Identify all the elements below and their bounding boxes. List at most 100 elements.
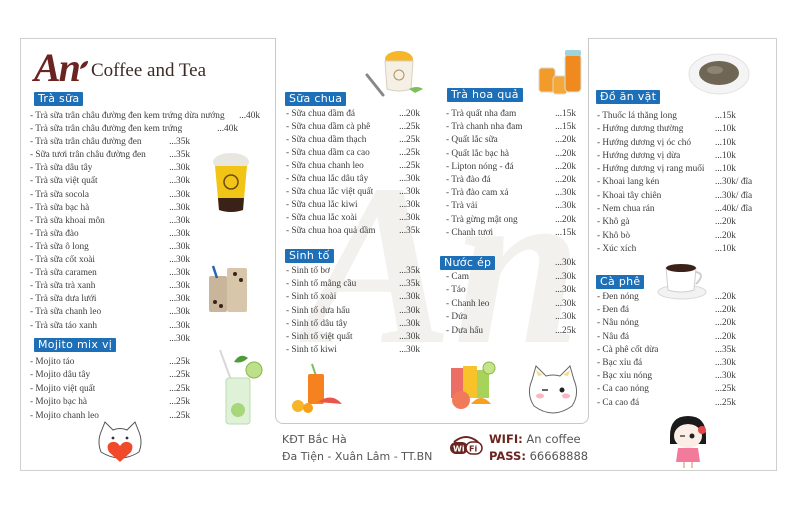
pass-line: PASS: 66668888: [489, 448, 588, 465]
menu-item: - Sữa chua lắc việt quất ...30k: [286, 187, 420, 197]
menu-item: - Trà đào đá ...20k: [446, 175, 576, 186]
menu-item: - Chanh leo ...30k: [446, 298, 576, 309]
brand-name: Coffee and Tea: [90, 60, 207, 81]
wifi-info: WIFI: An coffee PASS: 66668888: [489, 431, 588, 465]
heading-mojito: Mojito mix vị: [34, 338, 117, 352]
menu-item: - Trà sữa táo xanh ...30k: [30, 320, 190, 331]
svg-text:Fi: Fi: [469, 445, 477, 454]
winking-cat-icon: [528, 365, 578, 414]
menu-item: - Quất lắc sữa ...20k: [446, 135, 576, 146]
menu-item: - Mojito táo ...25k: [30, 357, 190, 367]
menu-item: - Sữa chua lắc dâu tây ...30k: [286, 174, 420, 184]
menu-item: - Mojito chanh leo ...25k: [30, 410, 190, 421]
menu-item: - Sinh tố xoài ...30k: [286, 292, 420, 303]
menu-item: - Sữa tươi trân châu đường đen ...35k: [30, 150, 190, 161]
pass-label: PASS:: [489, 449, 526, 463]
heading-tra-hoa-qua: Trà hoa quả: [447, 88, 523, 102]
brand-logo: An Coffee and Tea: [34, 45, 207, 90]
list-sua-chua: - Sữa chua dầm đá ...20k - Sữa chua dầm c…: [286, 108, 420, 238]
menu-item: - Hướng dương vị rang muối ...10k: [597, 164, 736, 175]
address-line-1: KĐT Bắc Hà: [282, 433, 347, 446]
menu-item: - Sữa chua dầm thạch ...25k: [286, 135, 420, 145]
coffee-cup-icon: [657, 264, 707, 300]
leaf-icon: [79, 61, 88, 69]
wifi-icon: Wi Fi: [450, 436, 483, 455]
menu-item: - Mojito bạc hà ...25k: [30, 397, 190, 408]
menu-item: ...30k: [169, 333, 190, 344]
menu-item: - Sữa chua dầm đá ...20k: [286, 109, 420, 119]
menu-item: - Trà sữa chanh leo ...30k: [30, 307, 190, 318]
menu-item: - Trà sữa việt quất ...30k: [30, 176, 190, 187]
menu-item: - Khô bò ...20k: [597, 230, 736, 241]
address-line-2: Đa Tiện - Xuân Lâm - TT.BN: [282, 450, 433, 463]
heading-sua-chua: Sữa chua: [285, 92, 347, 106]
heading-do-an-vat: Đồ ăn vặt: [596, 90, 661, 104]
menu-item: - Sữa chua chanh leo ...25k: [286, 161, 420, 171]
menu-item: - Sinh tố bơ ...35k: [286, 266, 420, 276]
menu-item: - Quất lắc bạc hà ...20k: [446, 148, 576, 159]
smoothie-glass-icon: [292, 363, 342, 413]
wifi-label: WIFI:: [489, 432, 523, 446]
menu-item: - Khô gà ...20k: [597, 217, 736, 228]
menu-item: - Sinh tố dưa hấu ...30k: [286, 305, 420, 316]
yogurt-cup-icon: [365, 51, 423, 97]
menu-item: - Trà vải ...30k: [446, 201, 576, 212]
wifi-line: WIFI: An coffee: [489, 431, 588, 448]
menu-item: - Trà sữa khoai môn ...30k: [30, 215, 190, 226]
menu-item: - Ca cao đá ...25k: [597, 397, 736, 408]
menu-item: - Sữa chua lắc xoài ...30k: [286, 213, 420, 223]
menu-item: - Khoai tây chiên ...30k/ đĩa: [597, 190, 753, 201]
menu-item: - Hướng dương thường ...10k: [597, 124, 736, 135]
heading-tra-sua: Trà sữa: [34, 92, 84, 106]
menu-item: - Bạc xỉu nóng ...30k: [597, 371, 736, 382]
menu-item: - Nâu nóng ...20k: [597, 318, 736, 329]
menu-item: - Trà sữa dưa lưới ...30k: [30, 294, 190, 305]
cat-with-heart-icon: [98, 421, 142, 462]
menu-item: - Trà sữa trà xanh ...30k: [30, 281, 190, 292]
menu-item: - Sinh tố mãng cầu ...35k: [286, 279, 420, 290]
pass-value: 66668888: [529, 449, 589, 463]
menu-item: - Trà sữa trân châu đường đen kem trứng …: [30, 111, 260, 121]
menu-item: - Táo ...30k: [446, 285, 576, 296]
list-ca-phe: - Đen nóng ...20k - Đen đá ...20k - Nâu nó…: [597, 291, 761, 410]
menu-item: - Xúc xích ...10k: [597, 243, 736, 254]
menu-item: - Ca cao nóng ...25k: [597, 384, 736, 395]
menu-item: - Sữa chua dầm ca cao ...25k: [286, 148, 420, 158]
menu-item: - Trà sữa trân châu đường đen ...35k: [30, 137, 190, 148]
menu-item: - Trà đào cam xả ...30k: [446, 188, 576, 199]
logo-mark: An: [34, 45, 81, 90]
bubble-tea-cup-icon: [213, 153, 249, 212]
sunflower-seeds-plate-icon: [688, 53, 750, 95]
menu-item: - Sinh tố dâu tây ...30k: [286, 318, 420, 329]
menu-item: - Sữa chua hoa quả dầm ...35k: [286, 226, 420, 236]
svg-text:Wi: Wi: [453, 445, 465, 454]
menu-item: - Cam ...30k: [446, 272, 576, 282]
menu-item: - Trà sữa caramen ...30k: [30, 268, 190, 279]
list-do-an-vat: - Thuốc lá thăng long ...15k - Hướng dươn…: [597, 110, 761, 256]
cartoon-girl-icon: [670, 416, 706, 468]
menu-item: - Chanh tươi ...15k: [446, 227, 576, 238]
heading-sinh-to: Sinh tố: [285, 249, 334, 263]
menu-item: - Trà sữa dâu tây ...30k: [30, 163, 190, 174]
list-tra-sua: - Trà sữa trân châu đường đen kem trứng …: [30, 110, 260, 346]
menu-item: - Dưa hấu ...25k: [446, 325, 576, 336]
menu-item: - Trà sữa cốt xoài ...30k: [30, 255, 190, 266]
menu-item: - Sinh tố kiwi ...30k: [286, 345, 420, 356]
menu-item: - Sữa chua lắc kiwi ...30k: [286, 200, 420, 210]
heading-ca-phe: Cà phê: [596, 275, 645, 289]
menu-item: - Mojito việt quất ...25k: [30, 383, 190, 394]
menu-item: - Cà phê cốt dừa ...35k: [597, 344, 736, 355]
nuoc-ep-heading-price: ...30k: [555, 258, 576, 268]
menu-item: - Đen đá ...20k: [597, 305, 736, 316]
menu-item: - Nem chua rán ...40k/ đĩa: [597, 204, 753, 215]
list-mojito: - Mojito táo ...25k - Mojito dâu tây ...25…: [30, 356, 190, 423]
menu-item: - Trà gừng mật ong ...20k: [446, 214, 576, 225]
milk-tea-cups-icon: [209, 265, 247, 312]
menu-item: - Dứa ...30k: [446, 312, 576, 323]
menu-item: - Bạc xỉu đá ...30k: [597, 358, 736, 369]
menu-item: - Trà sữa ô long ...30k: [30, 241, 190, 252]
menu-item: - Trà sữa socola ...30k: [30, 189, 190, 200]
menu-item: - Khoai lang kén ...30k/ đĩa: [597, 177, 753, 188]
menu-item: - Hướng dương vị dừa ...10k: [597, 150, 736, 161]
address: KĐT Bắc Hà Đa Tiện - Xuân Lâm - TT.BN: [282, 431, 432, 465]
